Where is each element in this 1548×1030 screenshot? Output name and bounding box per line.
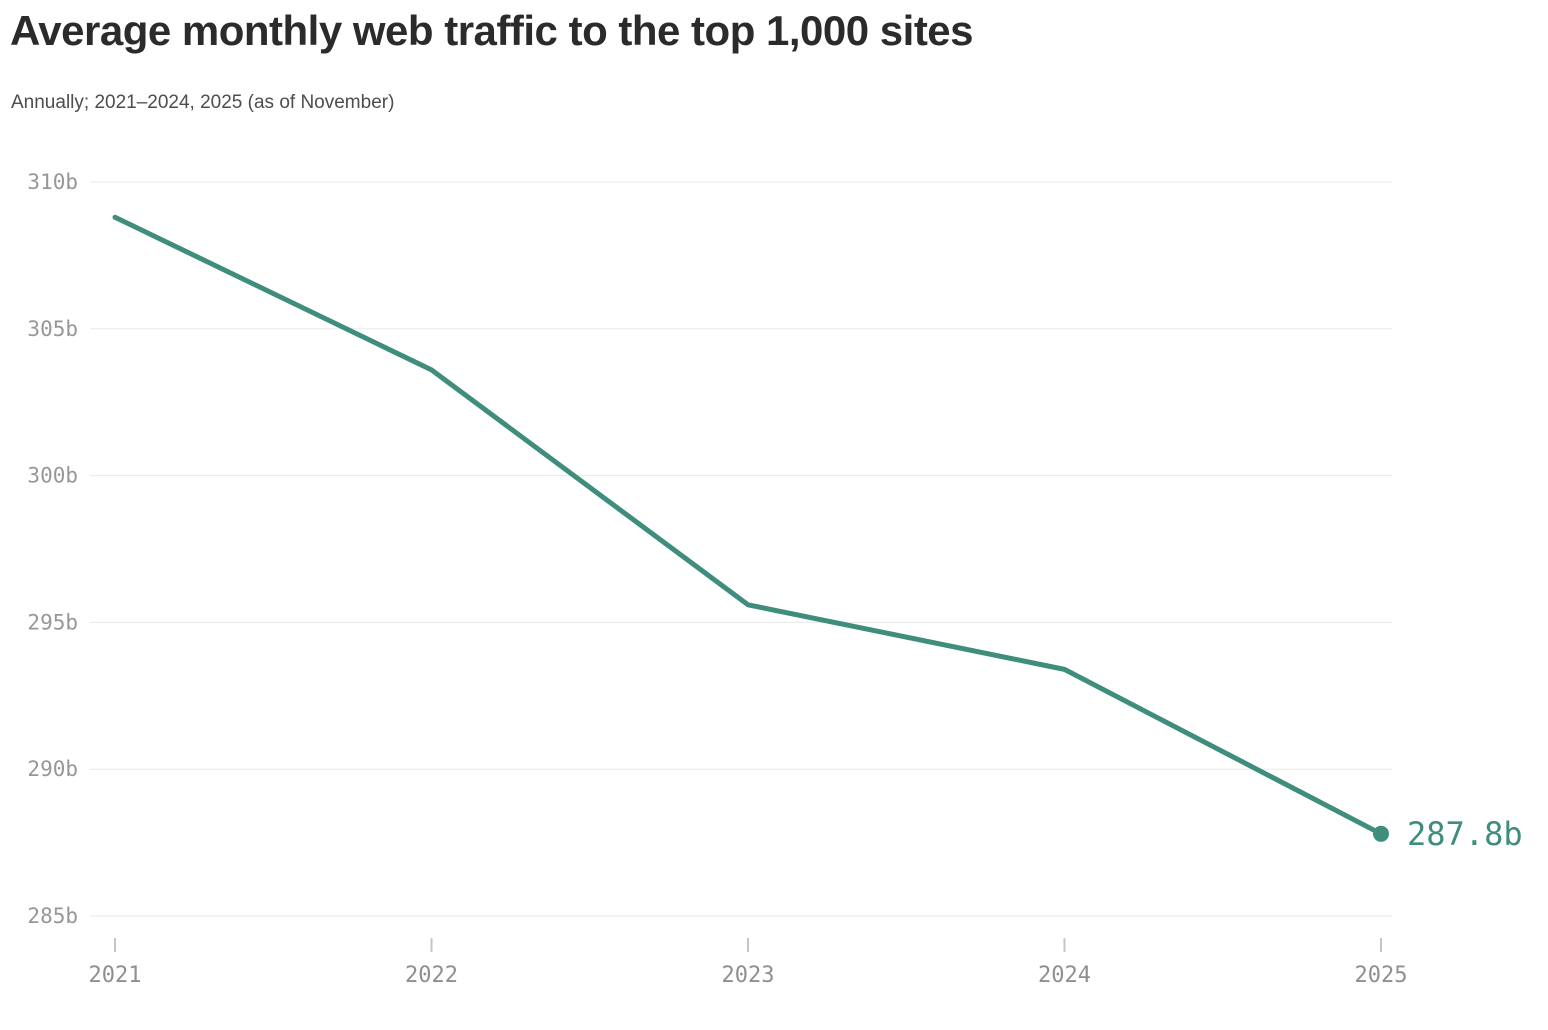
- traffic-line: [112, 214, 1384, 837]
- chart-subtitle: Annually; 2021–2024, 2025 (as of Novembe…: [11, 92, 395, 113]
- end-point-dot: [1373, 825, 1389, 842]
- x-axis-label: 2023: [722, 963, 775, 988]
- y-axis-label: 305b: [27, 317, 78, 341]
- x-axis-label: 2022: [405, 963, 458, 988]
- y-axis-label: 295b: [27, 610, 78, 634]
- y-axis-label: 300b: [27, 464, 78, 488]
- x-axis-label: 2021: [89, 963, 142, 988]
- traffic-line-chart: 310b 305b 300b 295b 290b 285b 2021 2022 2023 2024…: [27, 170, 1523, 988]
- y-axis-label: 310b: [27, 170, 78, 194]
- chart-title: Average monthly web traffic to the top 1…: [10, 7, 974, 54]
- end-value-label: 287.8b: [1407, 815, 1523, 853]
- x-axis-label: 2025: [1355, 963, 1408, 988]
- y-axis-label: 285b: [27, 904, 78, 928]
- y-axis-label: 290b: [27, 757, 78, 781]
- x-axis-label: 2024: [1038, 963, 1091, 988]
